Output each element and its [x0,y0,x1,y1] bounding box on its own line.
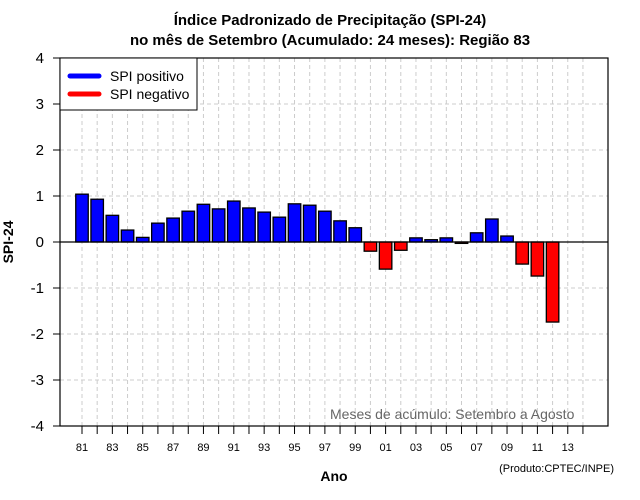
bar-1986 [150,222,165,243]
x-tick-label: 93 [258,442,270,454]
legend-label-positive: SPI positivo [110,68,184,84]
x-axis-label: Ano [320,468,347,484]
bar-2012 [545,241,560,323]
bars [75,193,560,323]
bar-2007 [469,232,484,243]
y-tick-label: -2 [31,326,44,343]
x-tick-label: 05 [440,442,452,454]
bar-2005 [439,237,454,243]
x-tick-label: 95 [288,442,300,454]
x-tick-label: 83 [106,442,118,454]
legend-box [59,57,198,111]
y-axis: 4 3 2 1 0 -1 -2 -3 -4 [31,50,60,435]
bar-2000 [363,241,378,252]
chart-subtitle: no mês de Setembro (Acumulado: 24 meses)… [130,32,530,49]
legend: SPI positivo SPI negativo [59,57,198,111]
y-tick-label: -4 [31,418,44,435]
bar-2008 [484,218,499,243]
x-tick-label: 87 [167,442,179,454]
bar-1997 [317,210,332,243]
bar-2009 [500,235,514,243]
bar-1991 [226,200,241,243]
x-tick-label: 97 [319,442,331,454]
x-tick-label: 11 [532,442,543,454]
x-tick-label: 01 [379,442,391,454]
bar-1988 [181,210,196,243]
y-tick-label: -1 [31,280,44,297]
y-tick-label: -3 [31,372,44,389]
x-tick-label: 91 [228,442,240,454]
bar-1994 [272,216,287,243]
bar-2010 [515,241,530,265]
y-axis-label: SPI-24 [0,220,16,263]
chart-title: Índice Padronizado de Precipitação (SPI-… [174,12,487,29]
bar-1999 [348,227,363,243]
bar-1995 [287,203,302,243]
legend-label-negative: SPI negativo [110,86,190,102]
bar-1987 [166,217,180,243]
bar-2003 [409,237,423,243]
x-tick-label: 99 [349,442,361,454]
y-tick-label: 1 [36,188,44,205]
y-tick-label: 4 [36,50,44,67]
bar-1990 [211,208,226,243]
y-tick-label: 2 [36,142,44,159]
bar-1985 [135,236,150,243]
bar-1989 [196,203,211,243]
bar-1996 [302,204,317,243]
bar-1983 [105,214,120,243]
bar-1998 [333,220,347,243]
x-tick-label: 03 [410,442,422,454]
bar-2011 [530,241,545,277]
x-tick-label: 85 [137,442,149,454]
y-tick-label: 3 [36,96,44,113]
bar-1982 [90,198,105,243]
x-tick-label: 09 [501,442,513,454]
x-tick-label: 13 [562,442,574,454]
accumulation-note: Meses de acúmulo: Setembro a Agosto [330,406,575,422]
bar-1981 [75,193,89,243]
bar-2002 [393,241,408,251]
y-tick-label: 0 [36,234,44,251]
bar-1993 [257,211,272,243]
bar-1984 [120,229,135,243]
x-tick-label: 81 [76,442,88,454]
x-tick-label: 89 [197,442,209,454]
x-tick-label: 07 [471,442,483,454]
bar-1992 [242,207,256,243]
product-credit: (Produto:CPTEC/INPE) [499,463,614,475]
x-axis: 81 83 85 87 89 91 93 95 97 99 01 03 05 07 09 11 13 [76,426,584,454]
bar-2001 [378,241,393,270]
